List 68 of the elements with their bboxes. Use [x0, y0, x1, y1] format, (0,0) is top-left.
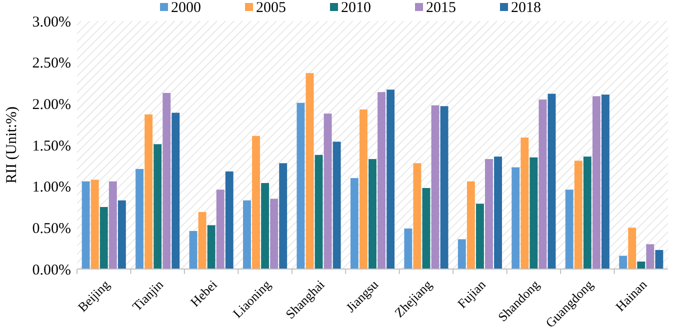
bar [136, 168, 144, 269]
bar [538, 100, 547, 269]
bar [592, 96, 600, 269]
bar [189, 230, 198, 269]
bar [332, 142, 341, 269]
bar [324, 114, 332, 269]
bar [296, 102, 305, 269]
y-tick-label: 2.50% [32, 56, 71, 72]
bar [485, 159, 493, 269]
bar [100, 207, 108, 269]
legend-label: 2000 [171, 0, 201, 16]
bar [431, 105, 440, 269]
bar [530, 157, 538, 269]
bar [646, 244, 654, 269]
bar [270, 198, 278, 269]
bar [413, 163, 422, 269]
bar [637, 262, 646, 269]
y-axis-title: RII (Unit:%) [4, 106, 20, 184]
bar [225, 171, 234, 269]
bar [494, 156, 502, 269]
bar [565, 190, 574, 269]
bar [162, 92, 171, 269]
bar [512, 167, 520, 269]
bar [261, 183, 270, 269]
bar [350, 178, 358, 269]
bar [386, 90, 395, 269]
legend-label: 2018 [511, 0, 541, 16]
bar [82, 181, 90, 269]
bar [108, 181, 117, 269]
y-tick-label: 1.50% [32, 138, 71, 154]
bar [378, 92, 386, 269]
y-tick-label: 0.00% [32, 262, 71, 278]
y-tick-label: 1.00% [32, 180, 71, 196]
bar [404, 228, 412, 269]
bar [154, 144, 162, 269]
bar [90, 180, 99, 269]
bar [520, 138, 529, 269]
y-tick-label: 3.00% [32, 14, 71, 30]
bar [458, 239, 466, 269]
bar [628, 228, 636, 269]
bar [360, 109, 368, 269]
legend-label: 2010 [341, 0, 371, 16]
bar [279, 163, 288, 269]
bar [216, 190, 224, 269]
bar [655, 250, 664, 269]
bar [306, 73, 314, 269]
bar [252, 136, 260, 269]
legend-label: 2005 [256, 0, 286, 16]
bar [466, 181, 475, 269]
bar [198, 212, 206, 269]
bar [583, 156, 592, 269]
bar [601, 94, 610, 269]
bar [440, 106, 448, 269]
bar [243, 200, 251, 269]
bar [368, 159, 376, 269]
bar [619, 256, 628, 269]
legend-label: 2015 [426, 0, 456, 16]
bar [172, 112, 180, 269]
bar [144, 114, 153, 269]
y-tick-label: 2.00% [32, 96, 71, 113]
bar [314, 154, 323, 269]
y-tick-label: 0.50% [32, 220, 71, 237]
bar [207, 225, 216, 269]
bar [476, 204, 484, 269]
bar [422, 188, 430, 269]
bar [574, 160, 582, 269]
bar [118, 200, 126, 269]
bar [548, 94, 556, 269]
